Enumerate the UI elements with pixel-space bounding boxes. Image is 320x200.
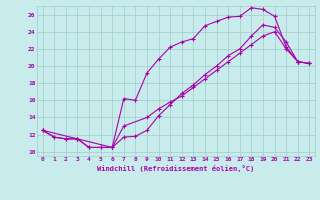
X-axis label: Windchill (Refroidissement éolien,°C): Windchill (Refroidissement éolien,°C): [97, 165, 255, 172]
